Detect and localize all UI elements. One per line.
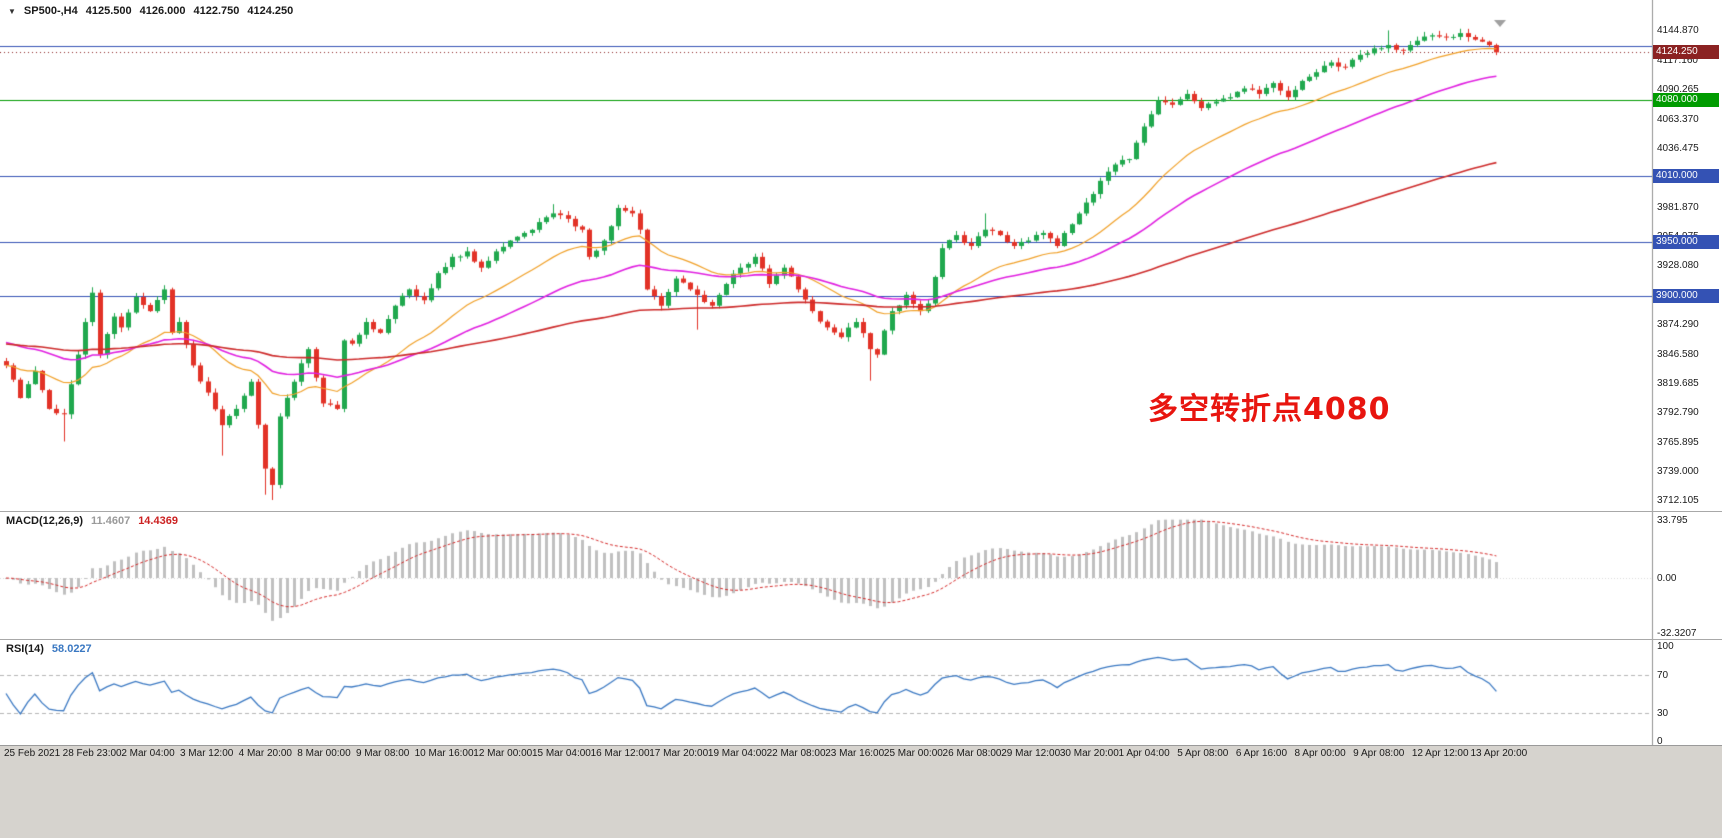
price-tick-label: 4117.160 — [1657, 55, 1698, 67]
price-tick-label: 4063.370 — [1657, 113, 1699, 125]
time-axis-label: 13 Apr 20:00 — [1470, 748, 1528, 759]
time-axis-label: 4 Mar 20:00 — [238, 748, 292, 759]
time-axis-label: 25 Feb 2021 — [4, 748, 61, 759]
macd-tick-label: 0.00 — [1657, 573, 1677, 584]
price-tick-label: 3874.290 — [1657, 318, 1699, 330]
price-tick-label: 3981.870 — [1657, 202, 1699, 214]
macd-main-value: 11.4607 — [91, 515, 131, 527]
time-axis-label: 9 Mar 08:00 — [355, 748, 410, 759]
time-axis-label: 26 Mar 08:00 — [942, 748, 1002, 759]
price-tick-label: 4144.870 — [1657, 25, 1699, 36]
time-axis-label: 6 Apr 16:00 — [1235, 748, 1288, 759]
time-axis-label: 28 Feb 23:00 — [62, 748, 122, 759]
price-tick-label: 3792.790 — [1657, 407, 1699, 419]
rsi-tick-label: 100 — [1657, 641, 1674, 652]
rsi-tick-label: 70 — [1657, 669, 1669, 681]
macd-indicator-label: MACD(12,26,9) 11.4607 14.4369 — [6, 515, 178, 527]
rsi-indicator-label: RSI(14) 58.0227 — [6, 643, 92, 655]
time-axis-label: 25 Mar 00:00 — [883, 748, 943, 759]
quote-high: 4126.000 — [139, 5, 186, 17]
time-axis-label: 29 Mar 12:00 — [1001, 748, 1061, 759]
price-tick-label: 4090.265 — [1657, 84, 1699, 96]
chart-header: ▼ SP500-,H4 4125.500 4126.000 4122.750 4… — [8, 5, 293, 17]
time-axis-label: 1 Apr 04:00 — [1118, 748, 1170, 759]
time-axis-label: 30 Mar 20:00 — [1059, 748, 1119, 759]
time-axis-label: 3 Mar 12:00 — [179, 748, 234, 759]
time-axis-label: 9 Apr 08:00 — [1353, 748, 1405, 759]
time-axis-label: 12 Mar 00:00 — [473, 748, 533, 759]
price-tick-label: 4036.475 — [1657, 142, 1699, 154]
macd-name: MACD(12,26,9) — [6, 515, 84, 527]
macd-tick-label: 33.795 — [1657, 515, 1688, 526]
time-axis[interactable]: 25 Feb 2021 28 Feb 23:00 2 Mar 04:00 3 Mar … — [0, 746, 1722, 762]
price-level-badge: 3900.000 — [1653, 288, 1719, 303]
time-axis-label: 15 Mar 04:00 — [531, 748, 591, 759]
quote-close: 4124.250 — [247, 5, 294, 17]
macd-signal-value: 14.4369 — [138, 515, 178, 527]
current-price-badge: 4124.250 — [1653, 45, 1719, 60]
macd-tick-label: -32.3207 — [1657, 628, 1697, 640]
quote-low: 4122.750 — [193, 5, 240, 17]
price-tick-label: 3928.080 — [1657, 260, 1699, 272]
panel-separator-main-macd[interactable] — [0, 511, 1722, 512]
chart-annotation: 多空转折点4080 — [1148, 392, 1391, 427]
panel-separator-macd-rsi[interactable] — [0, 639, 1722, 640]
time-axis-label: 5 Apr 08:00 — [1177, 748, 1229, 759]
price-tick-label: 3819.685 — [1657, 378, 1699, 390]
time-axis-label: 8 Apr 00:00 — [1294, 748, 1346, 759]
time-axis-label: 23 Mar 16:00 — [825, 748, 885, 759]
price-axis[interactable]: 4144.870 4117.160 4090.265 4063.370 4036.475… — [1652, 0, 1722, 747]
time-axis-label: 8 Mar 00:00 — [297, 748, 351, 759]
window-chrome-bottom — [0, 745, 1722, 838]
price-level-badge: 3950.000 — [1653, 234, 1719, 249]
time-axis-label: 16 Mar 12:00 — [590, 748, 650, 759]
price-level-badge: 4010.000 — [1653, 169, 1719, 184]
price-level-badge: 4080.000 — [1653, 93, 1719, 108]
time-axis-label: 2 Mar 04:00 — [121, 748, 175, 759]
one-click-trading-toggle-icon[interactable]: ▼ — [8, 6, 16, 16]
price-tick-label: 3712.105 — [1657, 495, 1699, 506]
price-tick-label: 3846.580 — [1657, 348, 1699, 360]
price-tick-label: 3739.000 — [1657, 465, 1699, 477]
price-tick-label: 3765.895 — [1657, 436, 1699, 448]
time-axis-label: 12 Apr 12:00 — [1411, 748, 1469, 759]
time-axis-label: 10 Mar 16:00 — [414, 748, 474, 759]
rsi-tick-label: 30 — [1657, 707, 1669, 719]
rsi-tick-label: 0 — [1657, 736, 1663, 747]
time-axis-label: 17 Mar 20:00 — [649, 748, 709, 759]
rsi-name: RSI(14) — [6, 643, 44, 655]
rsi-value: 58.0227 — [51, 643, 92, 655]
symbol-period-label: SP500-,H4 — [23, 5, 78, 17]
time-axis-label: 22 Mar 08:00 — [766, 748, 826, 759]
time-axis-label: 19 Mar 04:00 — [707, 748, 767, 759]
quote-open: 4125.500 — [85, 5, 132, 17]
